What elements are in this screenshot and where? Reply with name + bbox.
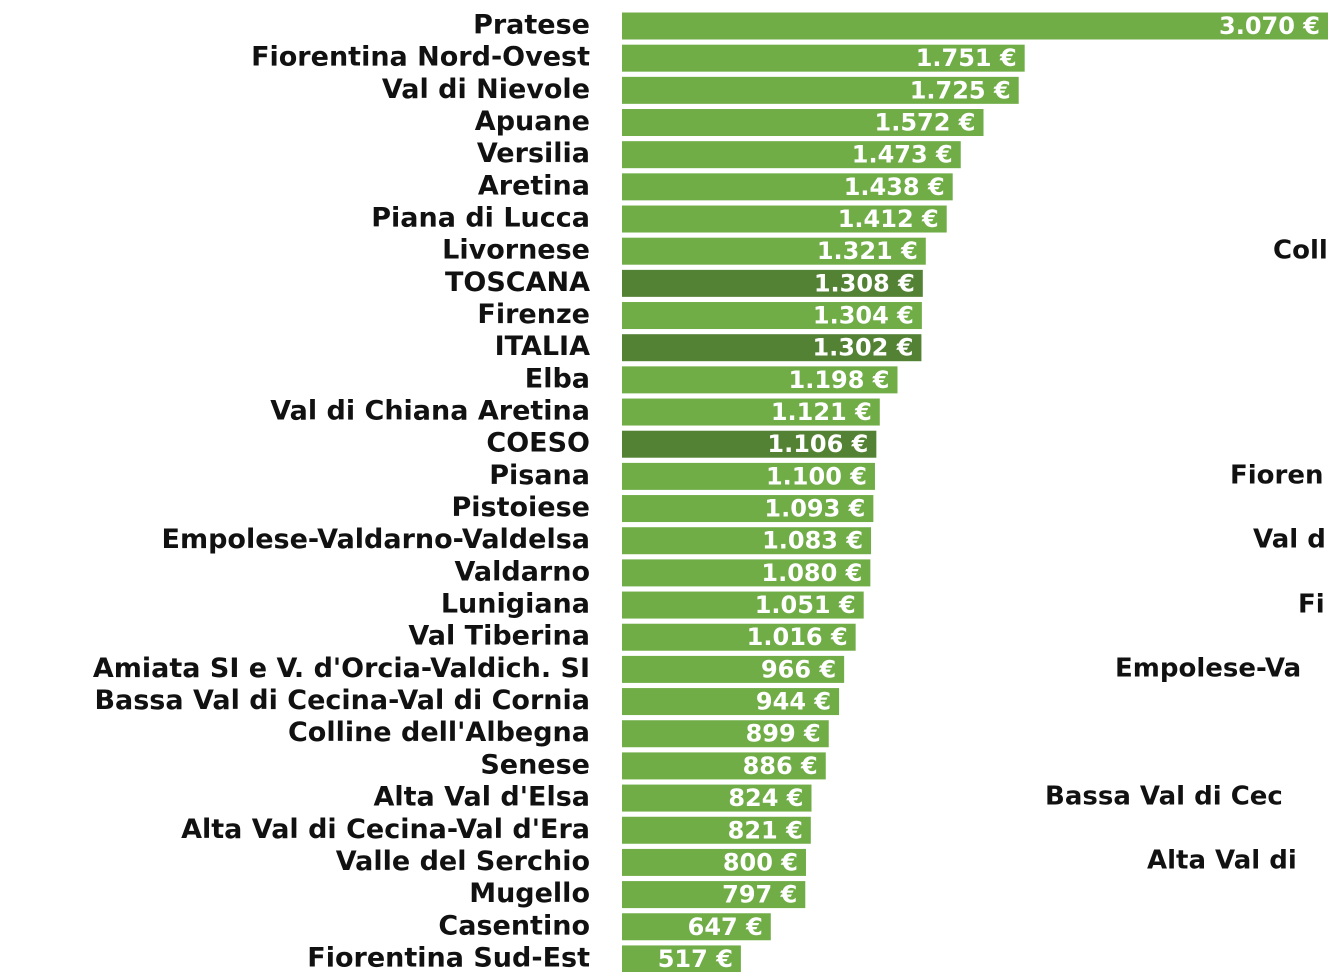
category-label: ITALIA <box>495 331 591 362</box>
bar <box>622 720 829 748</box>
bar <box>622 527 872 555</box>
bar <box>622 655 845 683</box>
value-label: 899 € <box>746 720 821 748</box>
value-label: 1.751 € <box>916 44 1017 72</box>
bar <box>622 44 1025 72</box>
bar <box>622 366 898 394</box>
bar <box>622 848 806 876</box>
value-label: 1.083 € <box>762 527 863 555</box>
value-label: 1.321 € <box>817 237 918 265</box>
annotation: Bassa Val di Cec <box>1045 782 1283 812</box>
annotation: Empolese-Va <box>1115 654 1301 684</box>
value-label: 944 € <box>756 688 831 716</box>
category-label: Senese <box>480 749 590 780</box>
value-label: 886 € <box>743 752 818 780</box>
bar <box>622 752 826 780</box>
category-label: COESO <box>486 428 590 459</box>
bar <box>622 591 864 619</box>
value-label: 647 € <box>688 913 763 941</box>
value-label: 1.093 € <box>764 495 865 523</box>
bar <box>622 559 871 587</box>
value-label: 3.070 € <box>1219 12 1320 40</box>
value-label: 1.725 € <box>910 76 1011 104</box>
annotation: Fi <box>1298 590 1325 620</box>
category-label: Amiata SI e V. d'Orcia-Valdich. SI <box>93 653 590 684</box>
bar <box>622 141 961 169</box>
annotation: Coll <box>1273 236 1328 266</box>
bar <box>622 173 953 201</box>
value-label: 1.106 € <box>767 430 868 458</box>
annotation: Fioren <box>1230 461 1324 491</box>
category-label: Mugello <box>469 878 590 909</box>
bar <box>622 109 984 137</box>
bar <box>622 913 771 941</box>
value-label: 1.121 € <box>771 398 872 426</box>
bar <box>622 269 923 297</box>
category-label: Empolese-Valdarno-Valdelsa <box>162 524 591 555</box>
bar <box>622 784 812 812</box>
value-label: 1.302 € <box>812 334 913 362</box>
value-label: 1.100 € <box>766 462 867 490</box>
bar <box>622 76 1019 104</box>
category-label: Val di Chiana Aretina <box>270 396 590 427</box>
category-label: Pratese <box>473 10 590 41</box>
bar <box>622 430 877 458</box>
bar <box>622 334 922 362</box>
value-label: 1.080 € <box>761 559 862 587</box>
annotation: Val d <box>1253 525 1326 555</box>
value-label: 1.198 € <box>789 366 890 394</box>
bar <box>622 688 840 716</box>
category-label: TOSCANA <box>445 267 590 298</box>
annotation: Alta Val di <box>1147 846 1297 876</box>
category-label: Lunigiana <box>441 589 590 620</box>
bar <box>622 302 922 330</box>
category-label: Pisana <box>489 460 590 491</box>
value-label: 821 € <box>728 816 803 844</box>
bar <box>622 495 874 523</box>
value-label: 1.438 € <box>844 173 945 201</box>
bar <box>622 816 811 844</box>
bar <box>622 945 741 972</box>
value-label: 1.473 € <box>852 141 953 169</box>
value-label: 800 € <box>723 848 798 876</box>
bar <box>622 237 926 265</box>
category-label: Firenze <box>477 299 590 330</box>
category-label: Piana di Lucca <box>371 203 590 234</box>
category-label: Livornese <box>442 235 590 266</box>
category-label: Apuane <box>475 106 590 137</box>
bar <box>622 398 880 426</box>
category-label: Elba <box>525 363 590 394</box>
value-label: 824 € <box>728 784 803 812</box>
category-label: Val di Nievole <box>382 74 590 105</box>
category-label: Val Tiberina <box>408 621 590 652</box>
category-label: Casentino <box>438 910 590 941</box>
category-label: Versilia <box>477 138 590 169</box>
bar <box>622 623 856 651</box>
value-label: 797 € <box>722 881 797 909</box>
value-label: 1.304 € <box>813 302 914 330</box>
bar <box>622 881 806 909</box>
category-label: Bassa Val di Cecina-Val di Cornia <box>94 685 590 716</box>
bar <box>622 205 947 233</box>
category-label: Colline dell'Albegna <box>288 717 590 748</box>
value-label: 1.572 € <box>875 109 976 137</box>
bar <box>622 12 1328 40</box>
value-label: 517 € <box>658 945 733 972</box>
bar <box>622 462 875 490</box>
value-label: 1.308 € <box>814 269 915 297</box>
value-label: 966 € <box>761 655 836 683</box>
value-label: 1.051 € <box>755 591 856 619</box>
category-label: Aretina <box>478 170 590 201</box>
category-label: Fiorentina Sud-Est <box>307 942 590 972</box>
category-label: Pistoiese <box>451 492 590 523</box>
value-label: 1.412 € <box>838 205 939 233</box>
category-label: Valdarno <box>454 556 590 587</box>
category-label: Fiorentina Nord-Ovest <box>251 42 590 73</box>
category-label: Alta Val di Cecina-Val d'Era <box>181 814 590 845</box>
category-label: Valle del Serchio <box>336 846 590 877</box>
value-label: 1.016 € <box>747 623 848 651</box>
category-label: Alta Val d'Elsa <box>373 782 590 813</box>
